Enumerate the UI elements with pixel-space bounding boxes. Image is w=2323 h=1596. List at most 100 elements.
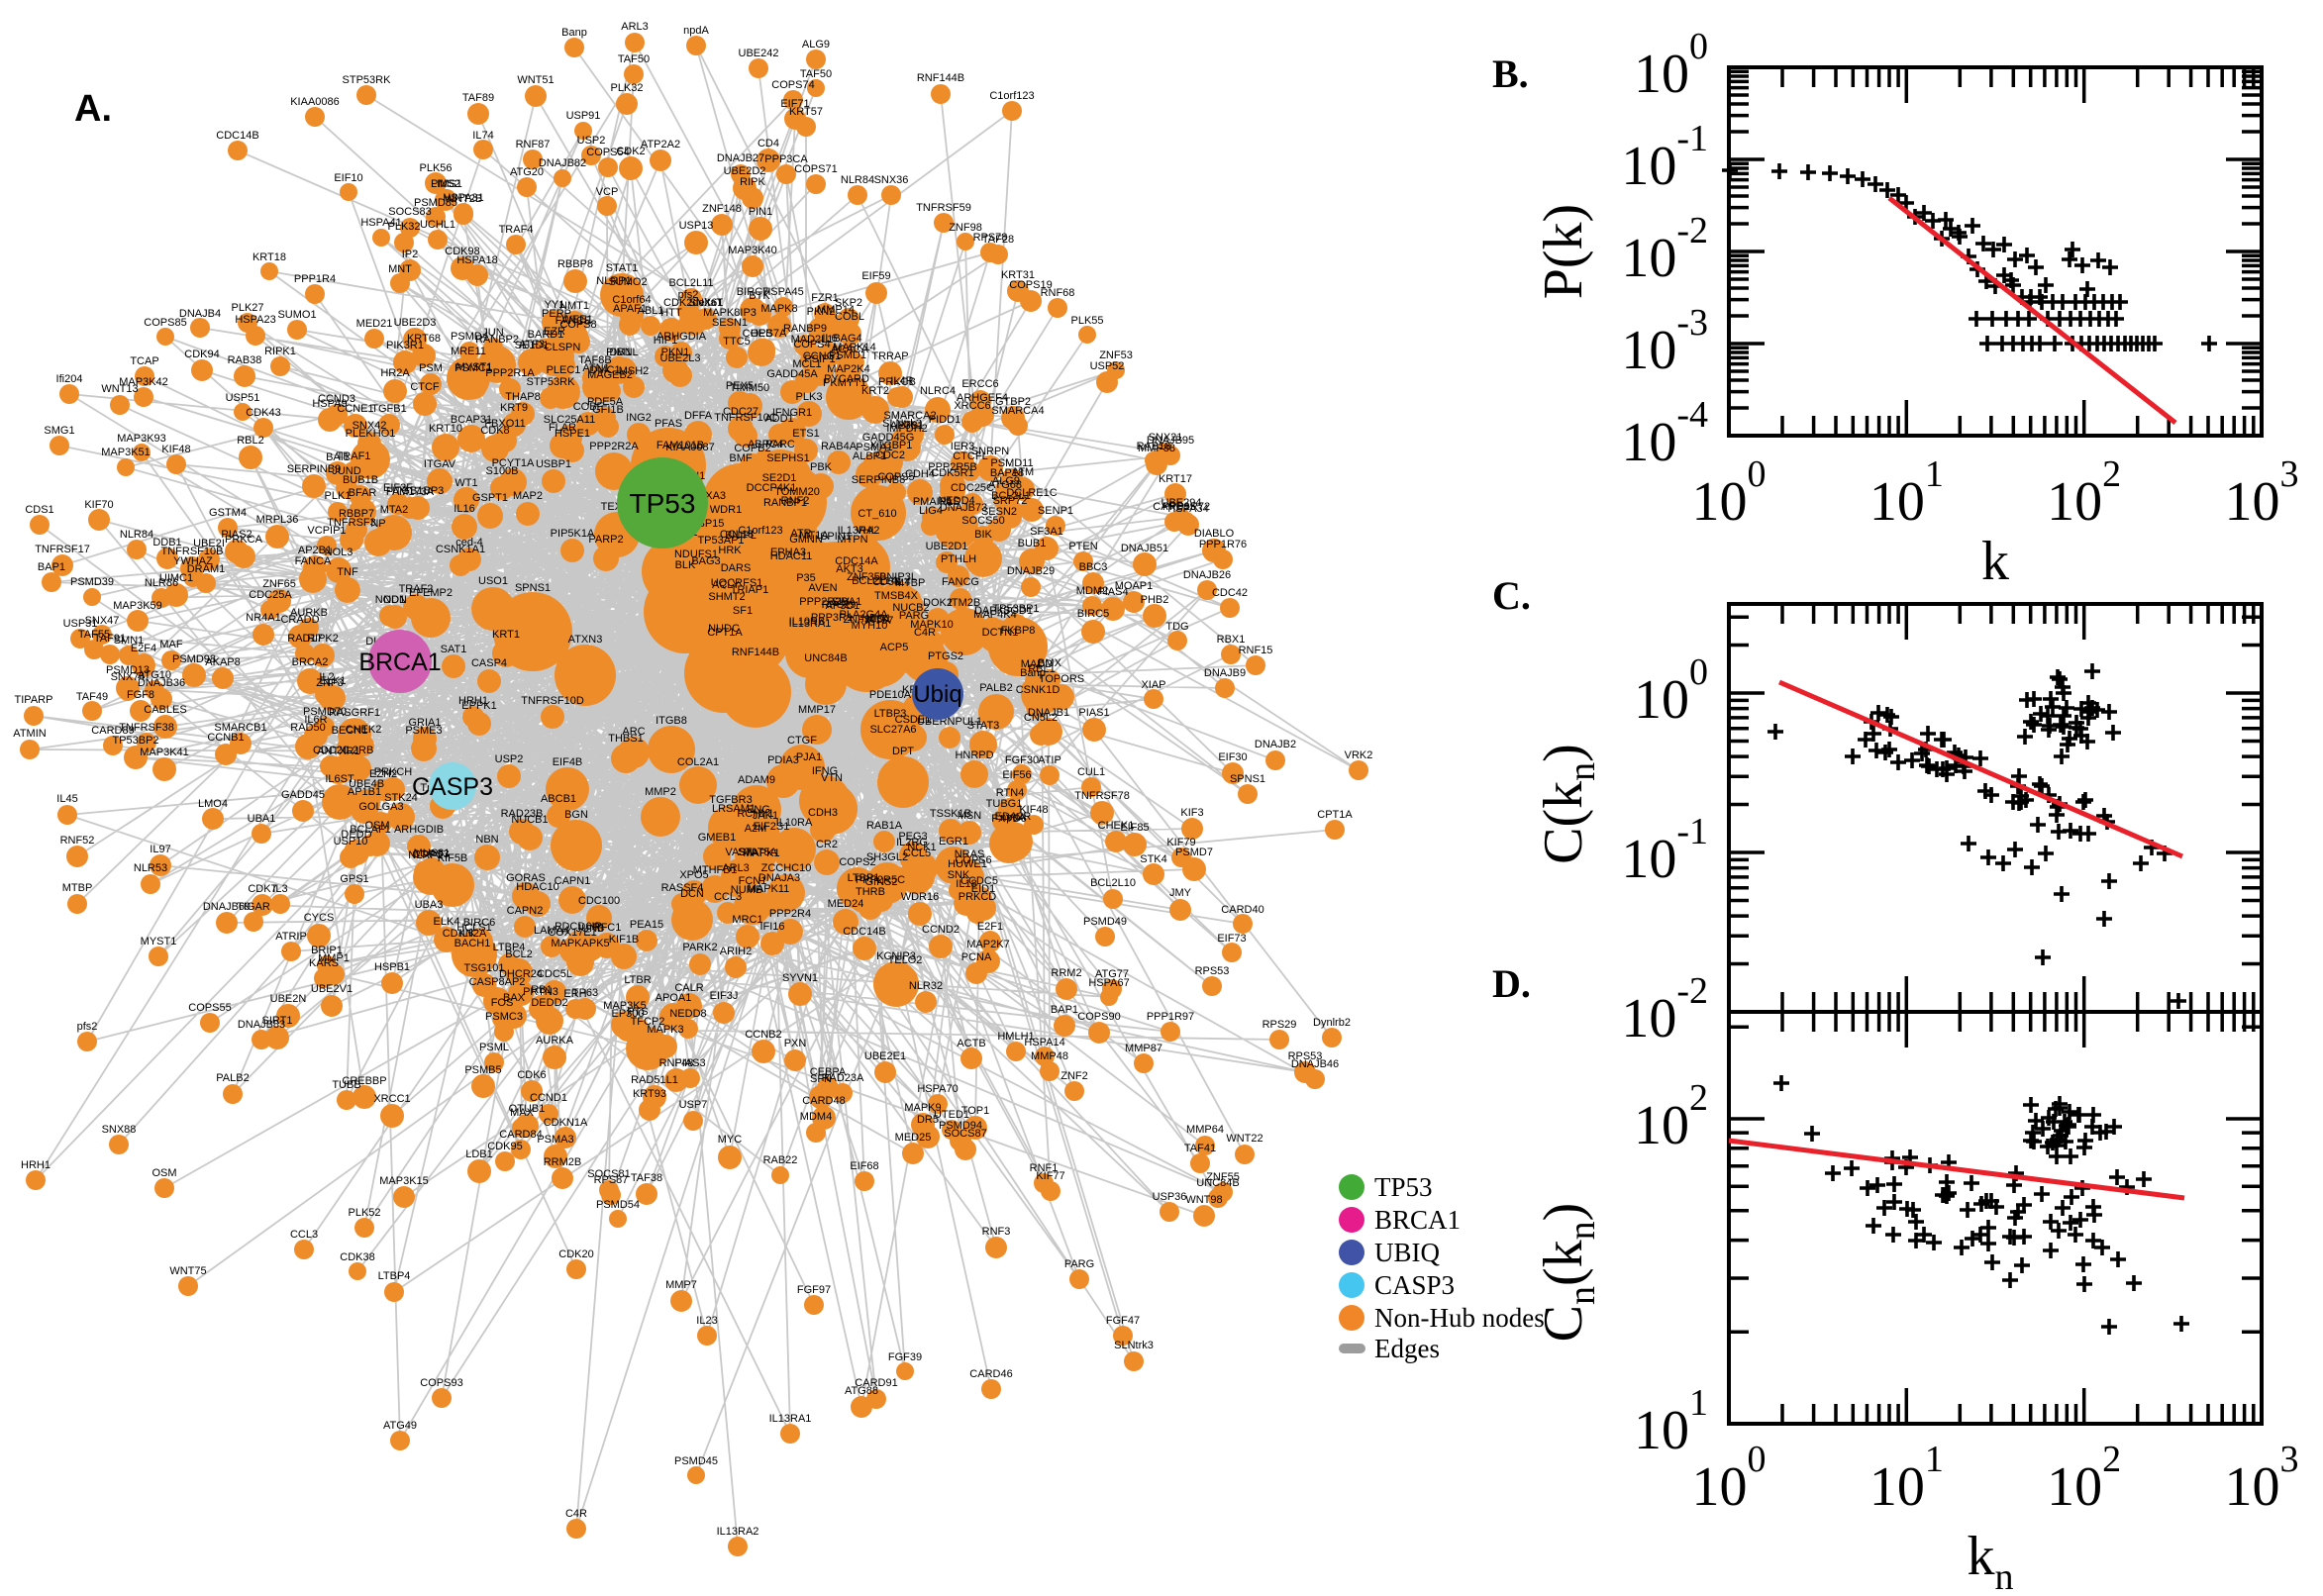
svg-text:SMARCA4: SMARCA4 <box>991 405 1044 417</box>
svg-text:GADD45: GADD45 <box>281 789 325 801</box>
svg-text:SF1: SF1 <box>733 605 753 617</box>
svg-text:PSMA3: PSMA3 <box>537 1134 573 1146</box>
svg-text:WNT2B: WNT2B <box>445 193 483 205</box>
svg-text:Banp: Banp <box>1020 667 1046 679</box>
svg-text:TAF38: TAF38 <box>631 1172 662 1184</box>
svg-text:TIPARP: TIPARP <box>15 694 53 706</box>
svg-text:BMX: BMX <box>1038 657 1062 669</box>
svg-text:SESN1: SESN1 <box>712 317 748 329</box>
svg-text:SPNS1: SPNS1 <box>515 582 551 594</box>
svg-text:PPP2R5B: PPP2R5B <box>928 461 977 473</box>
svg-text:RNF2: RNF2 <box>781 495 810 507</box>
svg-text:BAP1: BAP1 <box>38 561 65 573</box>
svg-text:AURKA: AURKA <box>536 1035 574 1047</box>
svg-text:SEPHS1: SEPHS1 <box>766 452 809 464</box>
svg-text:CDC2: CDC2 <box>875 449 905 461</box>
svg-text:CDK2: CDK2 <box>616 146 645 157</box>
svg-text:RANBP1: RANBP1 <box>763 497 807 509</box>
svg-text:LRSAM1: LRSAM1 <box>712 803 756 815</box>
svg-text:MAPK1: MAPK1 <box>743 848 779 859</box>
svg-text:TOPORS: TOPORS <box>1039 673 1084 685</box>
svg-text:TNFRSF3: TNFRSF3 <box>327 517 376 529</box>
svg-text:HSPA45: HSPA45 <box>762 286 803 298</box>
svg-text:EFEMP2: EFEMP2 <box>409 587 453 599</box>
svg-text:BAG4: BAG4 <box>833 333 861 345</box>
svg-text:DPT: DPT <box>892 746 914 757</box>
svg-text:C1orf123: C1orf123 <box>989 90 1034 102</box>
svg-text:DNAJB51: DNAJB51 <box>1121 543 1168 554</box>
svg-text:BIRC7: BIRC7 <box>737 286 768 298</box>
svg-text:COPS90: COPS90 <box>1077 1011 1120 1023</box>
svg-text:ACP5: ACP5 <box>880 642 909 653</box>
svg-text:EDA2R: EDA2R <box>995 811 1032 823</box>
svg-text:MED24: MED24 <box>828 898 864 910</box>
svg-text:CCND1: CCND1 <box>530 1092 567 1104</box>
svg-text:PLK27: PLK27 <box>231 302 263 314</box>
svg-text:CABLES: CABLES <box>144 704 186 716</box>
svg-text:LTBP1: LTBP1 <box>848 872 880 884</box>
svg-text:AP3D1: AP3D1 <box>826 600 860 612</box>
svg-text:KIAA0086: KIAA0086 <box>290 96 340 108</box>
svg-text:C4R: C4R <box>565 1508 587 1520</box>
svg-text:BCL2L10: BCL2L10 <box>1090 877 1136 889</box>
svg-text:CCL3: CCL3 <box>714 891 742 903</box>
svg-text:MAP3K51: MAP3K51 <box>101 447 151 458</box>
svg-text:KRT68: KRT68 <box>407 333 441 345</box>
svg-text:IMPDH2: IMPDH2 <box>886 423 928 435</box>
svg-text:HSPA23: HSPA23 <box>235 314 275 326</box>
svg-text:UNC84B: UNC84B <box>1196 1177 1239 1189</box>
svg-text:USP13: USP13 <box>679 220 714 232</box>
svg-text:GSPT1: GSPT1 <box>472 492 508 504</box>
svg-text:SMARCB1: SMARCB1 <box>214 722 266 734</box>
svg-text:RFC1: RFC1 <box>593 922 622 934</box>
svg-text:PRTN3: PRTN3 <box>523 986 558 998</box>
svg-text:AP1B1: AP1B1 <box>348 786 381 798</box>
svg-text:MAPK10: MAPK10 <box>910 619 953 631</box>
svg-text:PTHLH: PTHLH <box>941 553 976 565</box>
svg-text:PIAS3: PIAS3 <box>674 1057 705 1069</box>
svg-text:CREBBP: CREBBP <box>342 1075 386 1087</box>
svg-text:C.: C. <box>1492 573 1531 618</box>
svg-text:TAF50: TAF50 <box>800 68 832 80</box>
svg-text:CTGF: CTGF <box>787 735 817 747</box>
svg-text:ELK1: ELK1 <box>320 675 347 687</box>
svg-text:DR5: DR5 <box>917 1114 939 1126</box>
svg-text:Ifi204: Ifi204 <box>56 373 83 385</box>
svg-text:DNAJB29: DNAJB29 <box>1007 565 1055 577</box>
svg-text:DCCP4K1: DCCP4K1 <box>747 482 797 494</box>
svg-text:PSMC1: PSMC1 <box>454 362 492 374</box>
svg-text:BNIPL: BNIPL <box>725 530 757 542</box>
svg-text:PSMD70: PSMD70 <box>303 706 347 718</box>
svg-text:NLRP2: NLRP2 <box>408 849 443 861</box>
svg-text:EIF68: EIF68 <box>850 1160 878 1172</box>
svg-text:SPIN1: SPIN1 <box>820 531 852 543</box>
svg-text:MTPN: MTPN <box>837 534 867 546</box>
svg-text:BCLAF1: BCLAF1 <box>350 824 391 836</box>
svg-text:SOCS81: SOCS81 <box>587 1168 630 1180</box>
svg-text:pfs2: pfs2 <box>678 289 699 301</box>
svg-text:SLNtrk3: SLNtrk3 <box>1114 1340 1154 1351</box>
svg-text:COPS74: COPS74 <box>771 79 814 91</box>
svg-text:IL2: IL2 <box>319 671 334 683</box>
svg-text:NUMB: NUMB <box>731 884 762 896</box>
svg-text:CAPN1: CAPN1 <box>555 875 591 887</box>
svg-text:DNAJB2: DNAJB2 <box>1255 739 1296 750</box>
svg-text:ETS1: ETS1 <box>792 428 820 440</box>
svg-text:VHL: VHL <box>856 525 876 537</box>
svg-text:RPS87: RPS87 <box>594 1174 629 1186</box>
svg-text:DBNL: DBNL <box>609 347 638 358</box>
svg-text:HCLS1: HCLS1 <box>456 922 491 934</box>
svg-text:TP53BP1: TP53BP1 <box>992 603 1039 615</box>
svg-text:SNX47: SNX47 <box>85 615 120 627</box>
svg-text:IL13RA2: IL13RA2 <box>838 525 880 537</box>
svg-text:CD53: CD53 <box>872 576 900 588</box>
svg-text:CASP3: CASP3 <box>412 773 493 801</box>
svg-text:CCNB2: CCNB2 <box>745 1029 781 1041</box>
svg-text:Banp: Banp <box>561 27 587 39</box>
svg-text:BMF: BMF <box>729 452 753 464</box>
svg-text:PDCD6IP: PDCD6IP <box>555 921 602 933</box>
svg-text:MED21: MED21 <box>356 318 393 330</box>
svg-text:ZNF53: ZNF53 <box>1099 349 1133 361</box>
svg-text:KIF48: KIF48 <box>1019 804 1048 816</box>
svg-text:CARD95: CARD95 <box>1153 501 1195 513</box>
